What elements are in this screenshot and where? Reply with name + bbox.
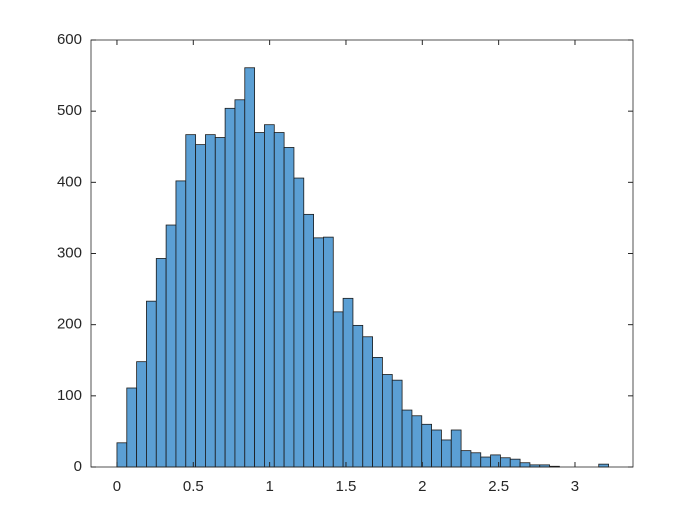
bar xyxy=(146,300,157,468)
y-tick-label: 100 xyxy=(57,387,82,404)
bar xyxy=(195,144,206,468)
bar xyxy=(175,180,187,468)
bar xyxy=(165,224,177,468)
bar xyxy=(205,134,216,468)
x-tick-label: 3 xyxy=(571,478,579,495)
bar xyxy=(126,387,138,468)
bar xyxy=(441,439,452,468)
bar xyxy=(480,456,491,468)
bar xyxy=(362,336,373,468)
bar xyxy=(598,463,609,468)
bar xyxy=(283,147,295,468)
y-tick-label: 400 xyxy=(57,173,82,190)
bar xyxy=(303,213,315,468)
bar xyxy=(391,379,403,468)
bar xyxy=(342,297,354,468)
bar xyxy=(509,458,521,468)
bar xyxy=(323,236,334,468)
x-tick-label: 0.5 xyxy=(183,478,204,495)
bar xyxy=(401,409,413,468)
bar xyxy=(352,324,364,468)
bar xyxy=(136,361,147,468)
x-tick-label: 2 xyxy=(418,478,426,495)
y-tick-label: 200 xyxy=(57,316,82,333)
bar xyxy=(500,457,511,468)
y-tick-label: 300 xyxy=(57,244,82,261)
y-tick-label: 500 xyxy=(57,102,82,119)
bar xyxy=(470,452,482,468)
bar xyxy=(244,67,256,468)
bar xyxy=(519,462,531,468)
bar xyxy=(234,99,246,468)
bar xyxy=(224,107,236,468)
bar xyxy=(372,357,383,468)
bar xyxy=(185,134,197,468)
x-tick-label: 0 xyxy=(113,478,121,495)
bar xyxy=(155,258,167,468)
bar xyxy=(214,137,226,468)
bar xyxy=(421,423,432,468)
bar xyxy=(411,415,423,468)
bar xyxy=(431,429,442,468)
bar xyxy=(450,429,462,468)
bar xyxy=(460,450,472,468)
bar xyxy=(254,132,265,468)
x-tick-label: 1 xyxy=(265,478,273,495)
bar xyxy=(116,442,128,468)
bar xyxy=(273,132,285,468)
bar xyxy=(264,124,275,468)
y-tick-label: 600 xyxy=(57,31,82,48)
bar xyxy=(332,311,344,468)
bar xyxy=(293,177,305,468)
bar xyxy=(313,237,324,468)
x-tick-label: 2.5 xyxy=(488,478,509,495)
y-tick-label: 0 xyxy=(74,458,82,475)
bar xyxy=(382,374,393,468)
x-tick-label: 1.5 xyxy=(336,478,357,495)
